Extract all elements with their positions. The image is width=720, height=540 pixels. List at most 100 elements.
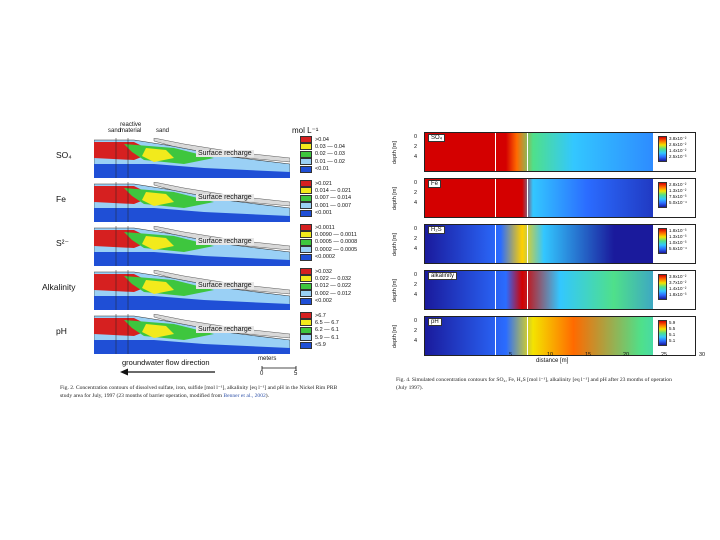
contour-section xyxy=(94,314,290,354)
colorbar xyxy=(658,274,667,300)
barrier-line xyxy=(495,271,496,309)
left-caption-line2: study area for July, 1997 (23 months of … xyxy=(60,392,390,400)
sand-right-label: sand xyxy=(156,128,170,134)
contour-plot xyxy=(424,178,696,218)
colorbar-label: 1.8x10⁻³ xyxy=(669,228,687,233)
legend-swatch xyxy=(300,202,312,210)
legend-swatch xyxy=(300,312,312,319)
legend-range: 6.5 — 6.7 xyxy=(315,319,339,326)
right-caption-line1: Fig. 4. Simulated concentration contours… xyxy=(396,377,672,383)
barrier-line xyxy=(527,317,528,355)
colorbar-label: 2.5x10⁻³ xyxy=(669,154,687,159)
cross-section-panel: S²⁻ Surface recharge >0.0011 0.0090 — 0.001… xyxy=(56,224,380,268)
x-tick-label: 20 xyxy=(623,352,630,358)
y-tick-label: 0 xyxy=(414,226,418,232)
barrier-line xyxy=(495,225,496,263)
y-tick-label: 2 xyxy=(414,144,418,150)
scale-end: 5 xyxy=(294,371,298,377)
legend-range: >0.0011 xyxy=(315,224,335,231)
legend-entry: 0.002 — 0.012 xyxy=(300,290,352,298)
legend-range: <0.002 xyxy=(315,298,332,305)
legend-entry: 0.022 — 0.032 xyxy=(300,275,351,283)
contour-plot xyxy=(424,270,696,310)
colorbar-label: 3.8x10⁻² xyxy=(669,136,687,141)
barrier-line xyxy=(527,133,528,171)
legend-entry: 0.01 — 0.02 xyxy=(300,158,345,166)
y-tick-label: 0 xyxy=(414,318,418,324)
legend-swatch xyxy=(300,143,312,151)
legend-swatch xyxy=(300,246,312,254)
y-axis-label: depth [m] xyxy=(392,187,398,210)
legend-range: <0.001 xyxy=(315,210,332,217)
left-caption-text: study area for July, 1997 (23 months of … xyxy=(60,393,224,399)
legend-range: 0.001 — 0.007 xyxy=(315,202,352,209)
surface-recharge-label: Surface recharge xyxy=(196,150,254,157)
legend-swatch xyxy=(300,158,312,166)
left-caption-line1: Fig. 2. Concentration contours of dissol… xyxy=(60,385,338,391)
legend-entry: <0.0002 xyxy=(300,253,336,261)
species-tag: alkalinity xyxy=(428,272,458,280)
colorbar xyxy=(658,136,667,162)
legend-swatch xyxy=(300,238,312,246)
colorbar xyxy=(658,182,667,208)
legend-entry: 0.0090 — 0.0011 xyxy=(300,231,357,239)
colorbar-label: 3.7x10⁻² xyxy=(669,280,687,285)
x-tick-label: 10 xyxy=(547,352,554,358)
y-tick-label: 2 xyxy=(414,282,418,288)
legend-entry: <0.01 xyxy=(300,165,329,173)
barrier-line xyxy=(527,271,528,309)
x-tick-label: 25 xyxy=(661,352,668,358)
legend-range: >0.04 xyxy=(315,136,329,143)
legend-range: 0.01 — 0.02 xyxy=(315,158,345,165)
legend-range: <0.0002 xyxy=(315,254,336,261)
right-figure: depth [m] 0 2 4 SO₄ 3.8x10⁻² 2.6x10⁻² 1.4x10⁻² 2… xyxy=(392,130,708,370)
colorbar-label: 7.5x10⁻³ xyxy=(669,194,687,199)
y-tick-label: 4 xyxy=(414,246,418,252)
colorbar-label: 5.6x10⁻⁴ xyxy=(669,246,687,251)
legend-swatch xyxy=(300,341,312,349)
legend-swatch xyxy=(300,180,312,187)
legend-entry: 0.007 — 0.014 xyxy=(300,194,351,202)
legend-swatch xyxy=(300,319,312,327)
barrier-line xyxy=(495,133,496,171)
colorbar-label: 1.3x10⁻³ xyxy=(669,234,687,239)
colorbar-label: 3.9x10⁻² xyxy=(669,274,687,279)
legend-range: >6.7 xyxy=(315,312,326,319)
legend-range: 0.002 — 0.012 xyxy=(315,290,352,297)
legend-entry: <5.9 xyxy=(300,341,326,349)
legend-entry: <0.001 xyxy=(300,209,332,217)
legend-entry: 5.9 — 6.1 xyxy=(300,334,339,342)
colorbar-label: 1.0x10⁻³ xyxy=(669,240,687,245)
legend-range: 0.03 — 0.04 xyxy=(315,143,345,150)
surface-recharge-label: Surface recharge xyxy=(196,194,254,201)
y-tick-label: 2 xyxy=(414,328,418,334)
barrier-line xyxy=(527,225,528,263)
contour-plot xyxy=(424,224,696,264)
colorbar-label: 1.8x10⁻³ xyxy=(669,292,687,297)
flow-arrow-icon xyxy=(120,368,215,376)
species-tag: SO₄ xyxy=(428,134,446,142)
y-axis-label: depth [m] xyxy=(392,279,398,302)
legend-range: >0.021 xyxy=(315,180,332,187)
simulation-panel: depth [m] 0 2 4 alkalinity 3.9x10⁻² 3.7x10⁻² 1.… xyxy=(392,268,708,314)
citation-link[interactable]: Benner et al., 2002 xyxy=(223,393,266,399)
colorbar-label: 1.4x10⁻² xyxy=(669,286,687,291)
y-tick-label: 2 xyxy=(414,236,418,242)
contour-section xyxy=(94,138,290,178)
contour-section xyxy=(94,270,290,310)
legend-entry: <0.002 xyxy=(300,297,332,305)
simulation-panel: depth [m] 0 2 4 SO₄ 3.8x10⁻² 2.6x10⁻² 1.4x10⁻² 2… xyxy=(392,130,708,176)
species-label: SO₄ xyxy=(56,150,72,160)
sand-left-label: sand xyxy=(108,128,122,134)
legend-entry: 0.0002 — 0.0005 xyxy=(300,246,358,254)
legend-range: <0.01 xyxy=(315,166,329,173)
contour-plot xyxy=(424,132,696,172)
legend-range: 0.012 — 0.022 xyxy=(315,283,352,290)
legend-range: 0.0002 — 0.0005 xyxy=(315,246,358,253)
legend-range: <5.9 xyxy=(315,342,326,349)
x-tick-label: 30 xyxy=(699,352,706,358)
simulation-panel: depth [m] 0 2 4 pH 5.9 5.5 5.1 5.1 xyxy=(392,314,708,360)
scale-label: meters xyxy=(258,356,277,362)
simulation-panel: depth [m] 0 2 4 Fe 2.8x10⁻² 1.3x10⁻² 7.5x10⁻³ 5.… xyxy=(392,176,708,222)
colorbar-label: 5.9 xyxy=(669,320,676,325)
